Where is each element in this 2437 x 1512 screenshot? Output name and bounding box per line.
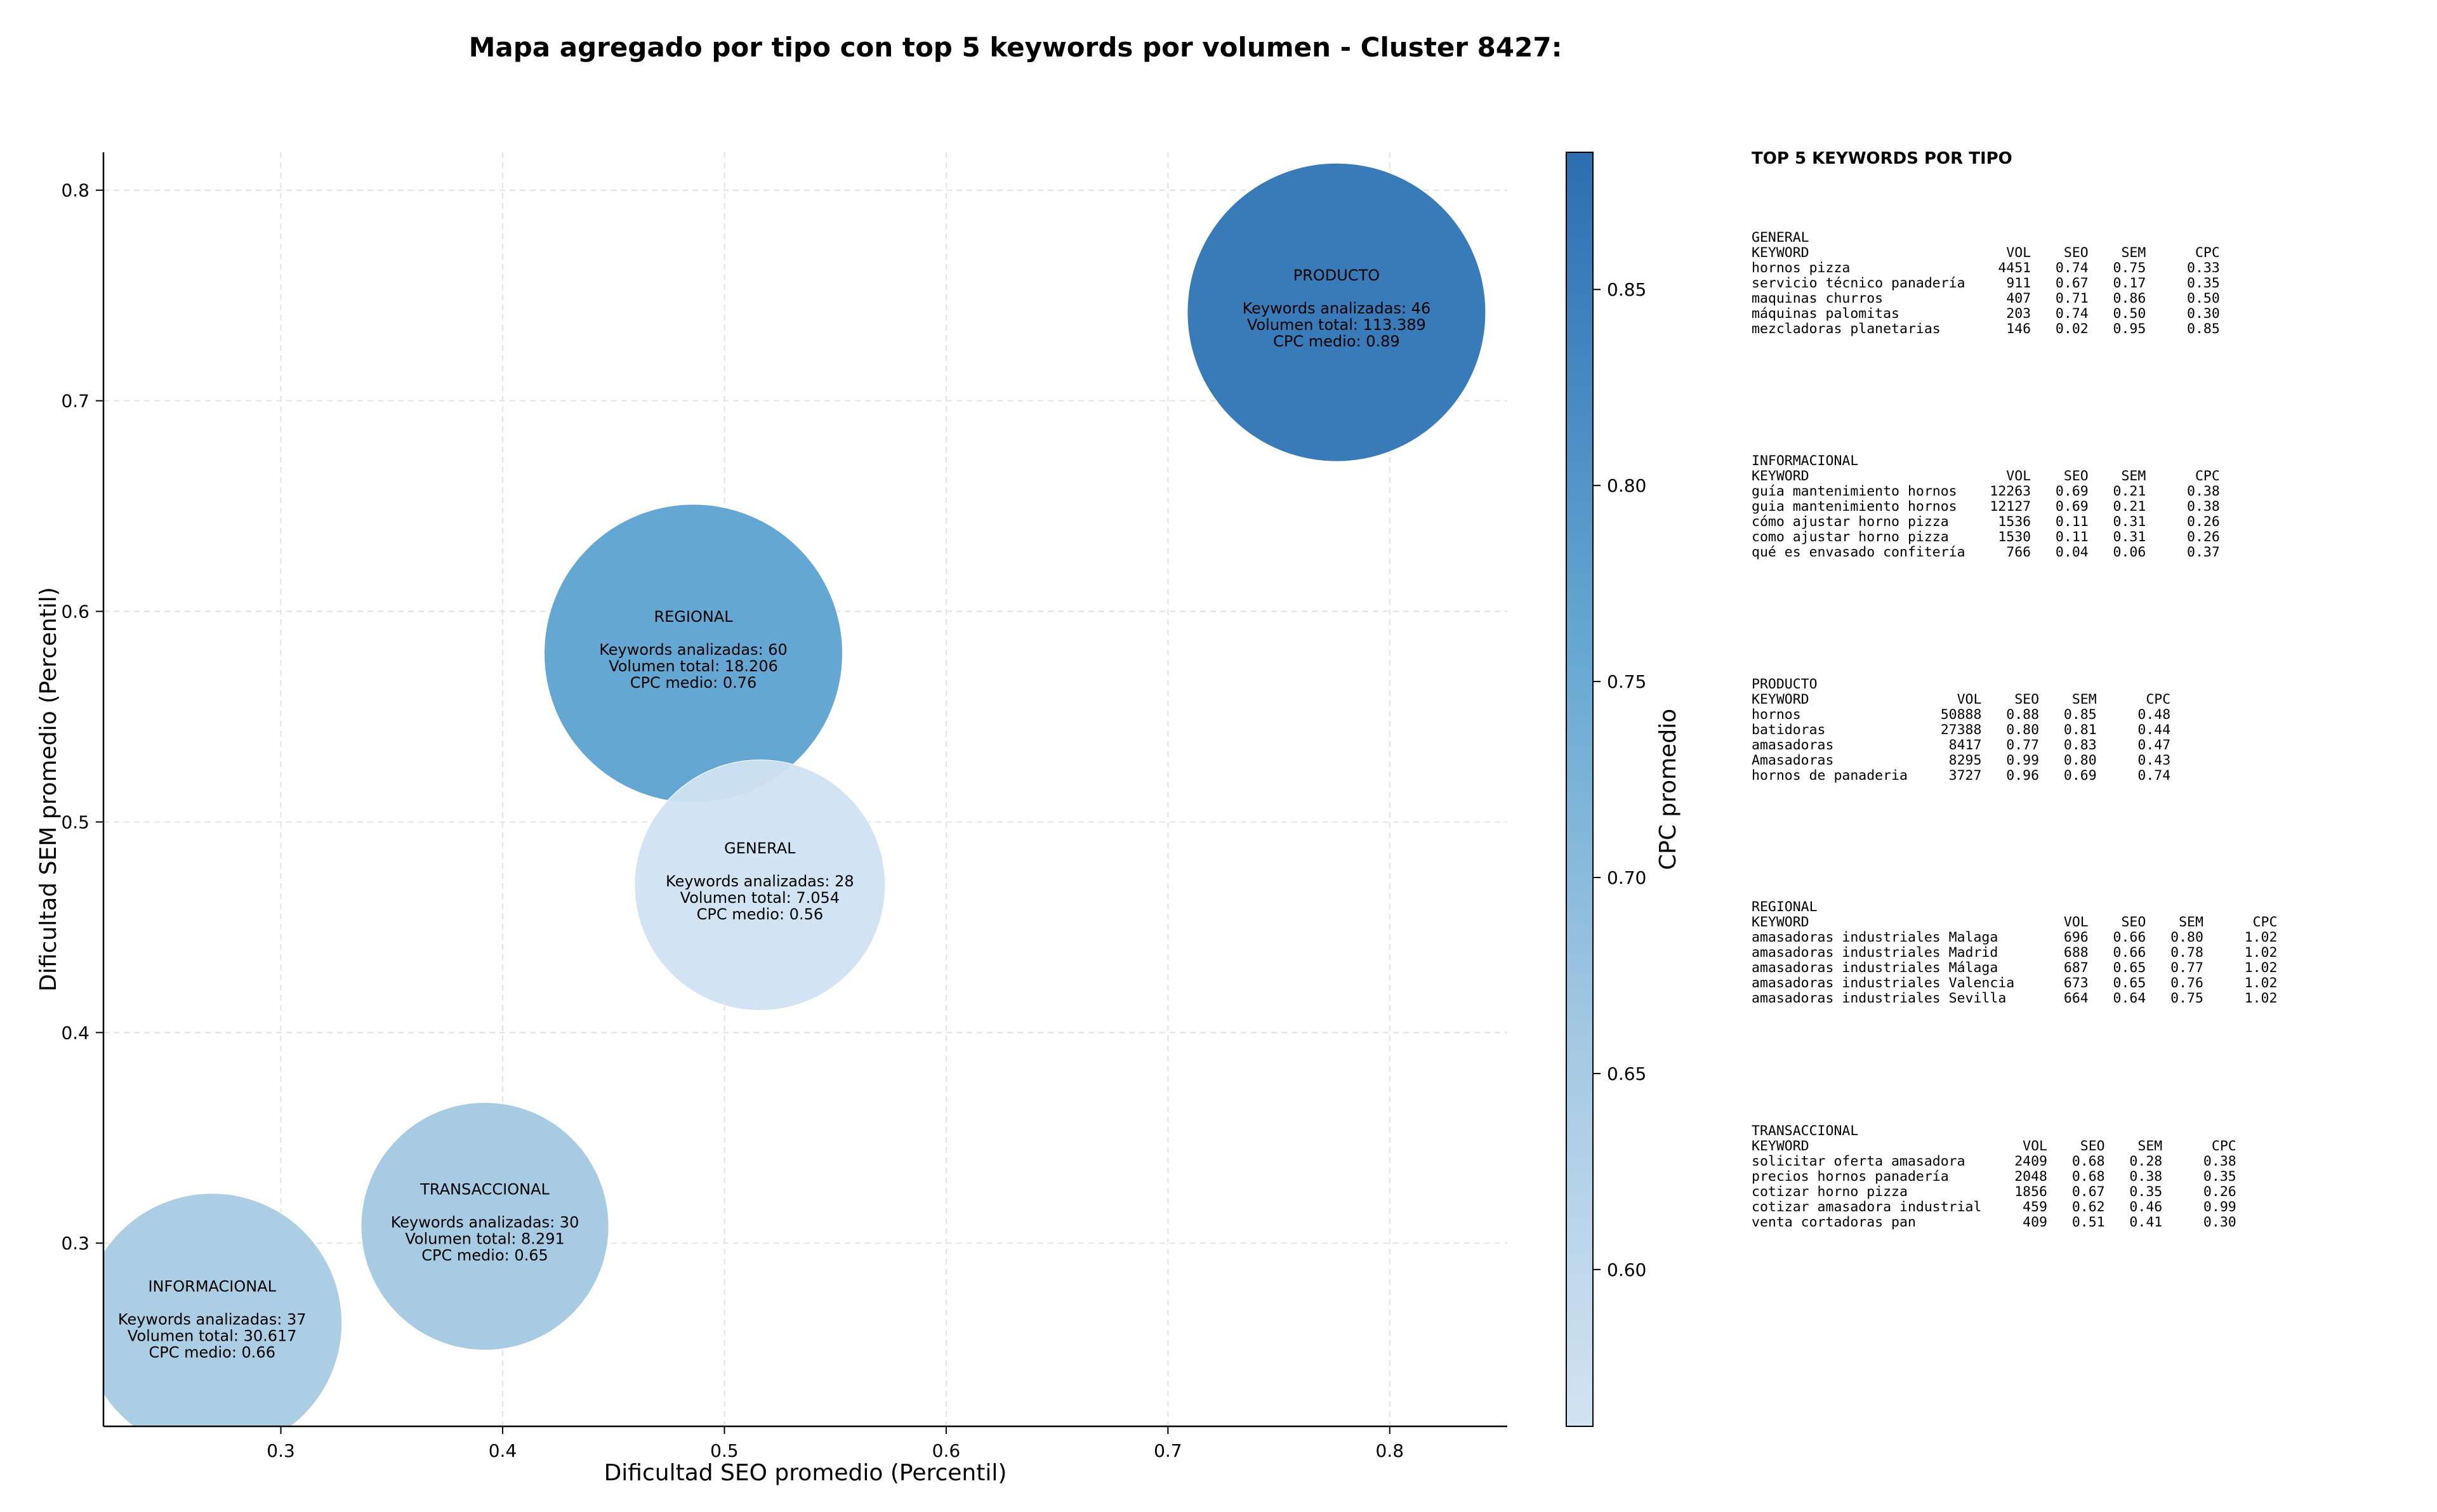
panel-title: TOP 5 KEYWORDS POR TIPO <box>1752 149 2012 168</box>
colorbar-tick-label: 0.65 <box>1607 1063 1646 1084</box>
table-row: precios hornos panadería 2048 0.68 0.38 … <box>1752 1169 2236 1185</box>
bubble-circle <box>1187 162 1486 462</box>
table-header: KEYWORD VOL SEO SEM CPC <box>1752 245 2220 261</box>
table-row: batidoras 27388 0.80 0.81 0.44 <box>1752 722 2171 738</box>
y-tick-label: 0.8 <box>61 180 89 201</box>
block-heading: PRODUCTO <box>1752 676 1818 692</box>
colorbar-tick-label: 0.70 <box>1607 867 1646 888</box>
table-row: maquinas churros 407 0.71 0.86 0.50 <box>1752 291 2220 306</box>
y-axis-label: Dificultad SEM promedio (Percentil) <box>36 587 62 992</box>
table-header: KEYWORD VOL SEO SEM CPC <box>1752 692 2171 707</box>
bubble-stat-label: Keywords analizadas: 37 <box>118 1310 307 1328</box>
table-row: amasadoras 8417 0.77 0.83 0.47 <box>1752 737 2171 753</box>
bubble-stat-label: Volumen total: 8.291 <box>405 1230 564 1248</box>
bubble-stat-label: Volumen total: 7.054 <box>680 889 840 907</box>
bubble-stat-label: Keywords analizadas: 30 <box>391 1214 579 1232</box>
block-heading: GENERAL <box>1752 230 1809 246</box>
keyword-block-informacional: INFORMACIONAL KEYWORD VOL SEO SEM CPC guía… <box>1752 454 2220 560</box>
table-row: hornos pizza 4451 0.74 0.75 0.33 <box>1752 260 2220 276</box>
colorbar-tick-label: 0.75 <box>1607 671 1646 692</box>
bubble-type-label: REGIONAL <box>654 608 733 626</box>
bubble-circle <box>103 1193 343 1426</box>
bubble-stat-label: CPC medio: 0.89 <box>1273 332 1400 350</box>
colorbar: 0.60 0.65 0.70 0.75 0.80 0.85 CPC promedio <box>1566 152 1681 1427</box>
table-header: KEYWORD VOL SEO SEM CPC <box>1752 914 2278 930</box>
table-row: qué es envasado confitería 766 0.04 0.06… <box>1752 544 2220 560</box>
table-row: amasadoras industriales Málaga 687 0.65 … <box>1752 960 2278 976</box>
table-row: guía mantenimiento hornos 12263 0.69 0.2… <box>1752 483 2220 499</box>
x-tick-label: 0.3 <box>267 1440 295 1461</box>
y-tick-label: 0.6 <box>61 602 89 622</box>
keyword-panel: TOP 5 KEYWORDS POR TIPO GENERAL KEYWORD V… <box>1752 149 2424 1230</box>
bubble-type-label: TRANSACCIONAL <box>419 1181 550 1199</box>
x-tick-label: 0.5 <box>710 1440 739 1461</box>
keyword-block-transaccional: TRANSACCIONAL KEYWORD VOL SEO SEM CPC soli… <box>1752 1124 2236 1230</box>
table-row: servicio técnico panadería 911 0.67 0.17… <box>1752 275 2220 291</box>
table-header: KEYWORD VOL SEO SEM CPC <box>1752 1138 2236 1154</box>
keyword-block-producto: PRODUCTO KEYWORD VOL SEO SEM CPC hornos 50… <box>1752 677 2170 784</box>
table-row: mezcladoras planetarias 146 0.02 0.95 0.… <box>1752 321 2220 337</box>
bubble-stat-label: Keywords analizadas: 28 <box>666 872 854 890</box>
table-row: venta cortadoras pan 409 0.51 0.41 0.30 <box>1752 1214 2236 1230</box>
table-row: solicitar oferta amasadora 2409 0.68 0.2… <box>1752 1154 2236 1169</box>
bubble-type-label: INFORMACIONAL <box>148 1277 276 1295</box>
block-heading: TRANSACCIONAL <box>1752 1123 1859 1139</box>
y-tick-label: 0.3 <box>61 1233 89 1254</box>
table-row: máquinas palomitas 203 0.74 0.50 0.30 <box>1752 306 2220 322</box>
x-tick-label: 0.6 <box>932 1440 961 1461</box>
bubble-stat-label: Volumen total: 113.389 <box>1247 316 1426 334</box>
table-row: cómo ajustar horno pizza 1536 0.11 0.31 … <box>1752 514 2220 530</box>
x-tick-label: 0.8 <box>1376 1440 1404 1461</box>
axes: 0.3 0.4 0.5 0.6 0.7 0.8 0.3 0.4 0.5 0.6 0.7 0.8 Difi… <box>36 152 1507 1486</box>
table-row: amasadoras industriales Sevilla 664 0.64… <box>1752 990 2278 1006</box>
bubble-stat-label: CPC medio: 0.76 <box>630 674 757 692</box>
bubble-stat-label: CPC medio: 0.65 <box>421 1247 548 1265</box>
colorbar-tick-label: 0.85 <box>1607 279 1646 300</box>
bubble-circle <box>360 1102 609 1351</box>
keyword-block-regional: REGIONAL KEYWORD VOL SEO SEM CPC amasadora… <box>1752 900 2277 1006</box>
table-row: cotizar horno pizza 1856 0.67 0.35 0.26 <box>1752 1184 2236 1200</box>
y-tick-label: 0.5 <box>61 812 89 832</box>
bubble-informacional: INFORMACIONAL Keywords analizadas: 37Volu… <box>103 1193 343 1426</box>
y-tick-label: 0.7 <box>61 391 89 412</box>
table-row: hornos 50888 0.88 0.85 0.48 <box>1752 707 2171 723</box>
table-header: KEYWORD VOL SEO SEM CPC <box>1752 468 2220 484</box>
x-tick-label: 0.4 <box>489 1440 517 1461</box>
bubble-stat-label: Keywords analizadas: 46 <box>1243 299 1431 317</box>
bubble-circle <box>634 759 886 1011</box>
table-row: hornos de panaderia 3727 0.96 0.69 0.74 <box>1752 768 2171 784</box>
table-row: amasadoras industriales Malaga 696 0.66 … <box>1752 930 2278 945</box>
table-row: cotizar amasadora industrial 459 0.62 0.… <box>1752 1199 2236 1215</box>
table-row: Amasadoras 8295 0.99 0.80 0.43 <box>1752 753 2171 768</box>
x-axis-label: Dificultad SEO promedio (Percentil) <box>604 1460 1007 1486</box>
colorbar-tick-label: 0.60 <box>1607 1259 1646 1280</box>
colorbar-gradient <box>1566 152 1594 1427</box>
keyword-block-general: GENERAL KEYWORD VOL SEO SEM CPC hornos piz… <box>1752 230 2220 337</box>
bubble-stat-label: CPC medio: 0.56 <box>697 905 824 923</box>
bubble-stat-label: CPC medio: 0.66 <box>149 1343 275 1361</box>
table-row: amasadoras industriales Madrid 688 0.66 … <box>1752 945 2278 961</box>
bubble-stat-label: Volumen total: 18.206 <box>609 657 778 675</box>
y-tick-label: 0.4 <box>61 1022 89 1043</box>
table-row: guia mantenimiento hornos 12127 0.69 0.2… <box>1752 499 2220 515</box>
colorbar-tick-label: 0.80 <box>1607 475 1646 496</box>
colorbar-label: CPC promedio <box>1655 709 1681 870</box>
table-row: como ajustar horno pizza 1530 0.11 0.31 … <box>1752 529 2220 545</box>
bubble-type-label: PRODUCTO <box>1293 266 1380 284</box>
bubble-stat-label: Volumen total: 30.617 <box>128 1327 297 1344</box>
block-heading: INFORMACIONAL <box>1752 453 1859 469</box>
chart-title: Mapa agregado por tipo con top 5 keyword… <box>468 32 1562 63</box>
x-tick-label: 0.7 <box>1154 1440 1182 1461</box>
table-row: amasadoras industriales Valencia 673 0.6… <box>1752 975 2278 991</box>
bubble-stat-label: Keywords analizadas: 60 <box>599 641 788 659</box>
block-heading: REGIONAL <box>1752 899 1818 915</box>
bubble-transaccional: TRANSACCIONAL Keywords analizadas: 30Volu… <box>360 1102 609 1351</box>
bubble-type-label: GENERAL <box>724 839 796 857</box>
